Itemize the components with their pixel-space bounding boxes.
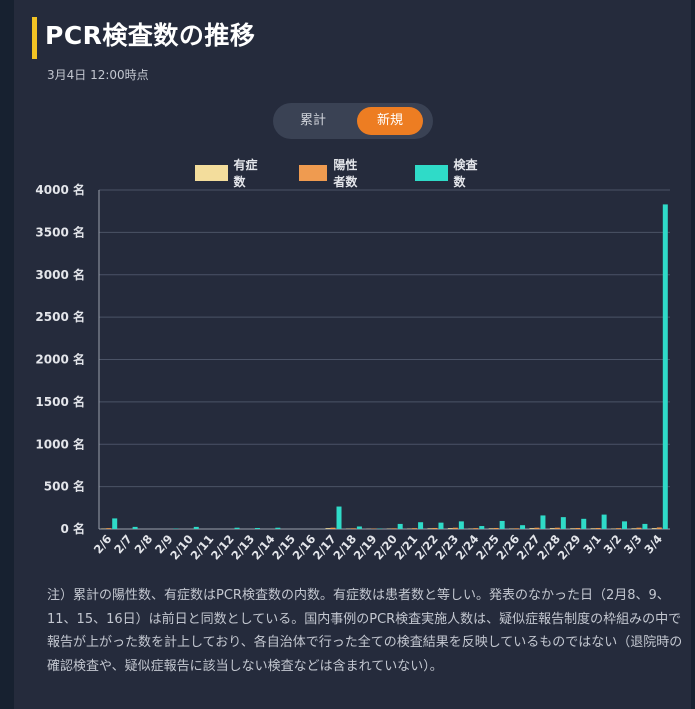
x-tick-label: 2/8 <box>132 532 156 556</box>
x-tick-label: 3/4 <box>641 532 665 556</box>
bar-tests <box>479 526 485 529</box>
bar-tests <box>438 522 444 529</box>
bar-tests <box>499 520 505 529</box>
y-tick-label: 3000 名 <box>35 267 85 282</box>
x-tick-label: 2/7 <box>111 532 135 556</box>
x-tick-label: 3/1 <box>580 532 604 556</box>
bar-positive <box>595 527 601 529</box>
bar-tests <box>560 517 566 529</box>
bar-tests <box>193 526 199 529</box>
bar-positive <box>514 528 520 529</box>
bar-positive <box>493 527 499 529</box>
update-timestamp: 3月4日 12:00時点 <box>47 68 149 82</box>
bar-symptomatic <box>529 528 535 529</box>
y-tick-label: 3500 名 <box>35 224 85 239</box>
y-tick-label: 2500 名 <box>35 309 85 324</box>
data-toggle: 累計 新規 <box>273 103 433 139</box>
x-tick-label: 3/2 <box>601 532 625 556</box>
bar-tests <box>336 506 342 529</box>
bar-positive <box>106 528 112 529</box>
bar-symptomatic <box>427 528 433 529</box>
legend-swatch-positive <box>299 165 328 181</box>
bar-positive <box>575 527 581 529</box>
bar-positive <box>636 527 642 529</box>
bar-tests <box>540 515 546 529</box>
chart-card: PCR検査数の推移 3月4日 12:00時点 累計 新規 有症数 陽性者数 検査… <box>14 0 691 709</box>
y-tick-label: 1000 名 <box>35 436 85 451</box>
bar-tests <box>601 514 607 529</box>
title-accent-bar <box>32 17 37 59</box>
footnote: 注）累計の陽性数、有症数はPCR検査数の内数。有症数は患者数と等しい。発表のなか… <box>47 588 683 674</box>
bar-positive <box>391 528 397 529</box>
bar-symptomatic <box>651 528 657 529</box>
toggle-new-button[interactable]: 新規 <box>357 107 423 135</box>
legend-item-positive[interactable]: 陽性者数 <box>299 158 363 189</box>
bar-tests <box>581 518 587 529</box>
bar-positive <box>616 528 622 529</box>
bar-tests <box>662 204 668 529</box>
bar-positive <box>330 527 336 529</box>
bar-symptomatic <box>631 528 637 529</box>
x-tick-label: 2/6 <box>91 532 115 556</box>
legend-item-tests[interactable]: 検査数 <box>415 158 479 189</box>
bar-tests <box>642 523 648 529</box>
x-tick-label: 3/3 <box>621 532 645 556</box>
bar-positive <box>432 527 438 529</box>
bar-tests <box>254 527 260 529</box>
bar-positive <box>656 527 662 529</box>
bar-positive <box>534 527 540 529</box>
legend-item-symptomatic[interactable]: 有症数 <box>195 158 259 189</box>
bar-positive <box>412 528 418 529</box>
bar-tests <box>622 521 628 529</box>
bar-symptomatic <box>325 528 331 529</box>
bar-tests <box>234 527 240 529</box>
legend-swatch-symptomatic <box>195 165 228 181</box>
bar-tests <box>458 521 464 529</box>
bar-positive <box>452 527 458 529</box>
y-tick-label: 1500 名 <box>35 394 85 409</box>
legend-label-symptomatic: 有症数 <box>233 158 258 189</box>
bar-tests <box>112 518 118 529</box>
bar-symptomatic <box>549 528 555 529</box>
y-tick-label: 2000 名 <box>35 352 85 367</box>
bar-tests <box>356 526 362 529</box>
bar-symptomatic <box>447 528 453 529</box>
bar-tests <box>520 525 526 529</box>
y-tick-label: 500 名 <box>44 479 85 494</box>
y-tick-label: 4000 名 <box>35 182 85 197</box>
bar-symptomatic <box>570 528 576 529</box>
y-tick-label: 0 名 <box>60 521 85 536</box>
bar-tests <box>132 526 138 529</box>
bar-tests <box>397 523 403 529</box>
pcr-bar-chart: 0 名 500 名 1000 名 1500 名 2000 名 2500 名 3000 名 35… <box>35 182 670 563</box>
bar-positive <box>554 527 560 529</box>
bar-tests <box>418 522 424 529</box>
legend-label-tests: 検査数 <box>453 158 478 189</box>
bar-positive <box>350 528 356 529</box>
bar-tests <box>275 527 281 529</box>
bar-positive <box>473 528 479 529</box>
bar-symptomatic <box>590 528 596 529</box>
toggle-cumulative-button[interactable]: 累計 <box>299 113 326 128</box>
bar-symptomatic <box>488 528 494 529</box>
legend-label-positive: 陽性者数 <box>333 158 358 189</box>
page-title: PCR検査数の推移 <box>45 21 256 50</box>
legend-swatch-tests <box>415 165 448 181</box>
